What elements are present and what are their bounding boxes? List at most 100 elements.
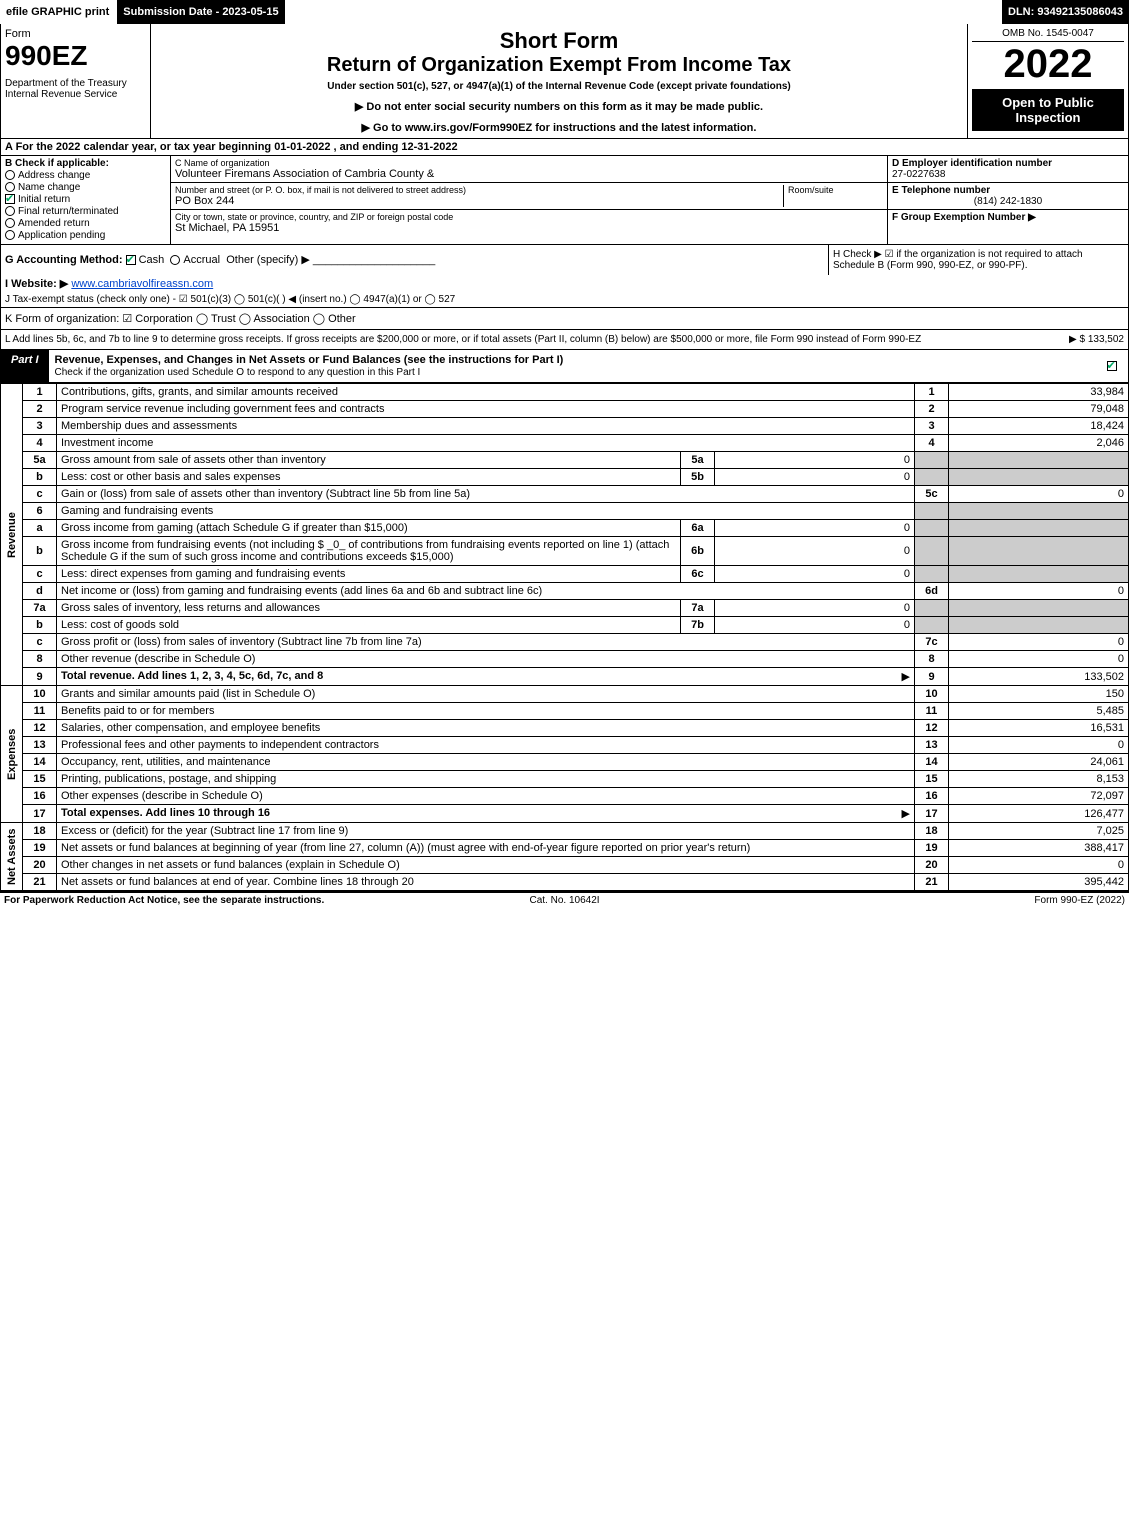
line-6-desc: Gaming and fundraising events [57, 503, 915, 520]
line-5a-val: 0 [715, 452, 915, 469]
line-17-amt: 126,477 [949, 805, 1129, 823]
form-header: Form 990EZ Department of the Treasury In… [0, 24, 1129, 139]
line-6a-val: 0 [715, 520, 915, 537]
c-addr-label: Number and street (or P. O. box, if mail… [175, 185, 783, 195]
chk-pending[interactable] [5, 230, 15, 240]
chk-name-change[interactable] [5, 182, 15, 192]
line-1-amt: 33,984 [949, 384, 1129, 401]
line-12-desc: Salaries, other compensation, and employ… [57, 720, 915, 737]
short-form-title: Short Form [155, 28, 963, 54]
part-i-header: Part I Revenue, Expenses, and Changes in… [0, 350, 1129, 383]
line-13-amt: 0 [949, 737, 1129, 754]
c-city-label: City or town, state or province, country… [175, 212, 883, 222]
line-1-desc: Contributions, gifts, grants, and simila… [57, 384, 915, 401]
line-7c-amt: 0 [949, 634, 1129, 651]
org-name: Volunteer Firemans Association of Cambri… [175, 168, 883, 180]
line-21-amt: 395,442 [949, 874, 1129, 891]
line-7c-desc: Gross profit or (loss) from sales of inv… [57, 634, 915, 651]
line-9-amt: 133,502 [949, 668, 1129, 686]
top-bar: efile GRAPHIC print Submission Date - 20… [0, 0, 1129, 24]
warning-ssn: ▶ Do not enter social security numbers o… [155, 100, 963, 113]
line-12-amt: 16,531 [949, 720, 1129, 737]
line-14-desc: Occupancy, rent, utilities, and maintena… [57, 754, 915, 771]
line-4-desc: Investment income [57, 435, 915, 452]
i-label: I Website: ▶ [5, 278, 68, 290]
line-6c-desc: Less: direct expenses from gaming and fu… [57, 566, 681, 583]
row-j: J Tax-exempt status (check only one) - ☑… [0, 292, 1129, 308]
line-15-desc: Printing, publications, postage, and shi… [57, 771, 915, 788]
line-18-amt: 7,025 [949, 823, 1129, 840]
revenue-sidelabel: Revenue [1, 384, 23, 686]
line-6b-desc: Gross income from fundraising events (no… [57, 537, 681, 566]
page-footer: For Paperwork Reduction Act Notice, see … [0, 891, 1129, 908]
warning-link[interactable]: ▶ Go to www.irs.gov/Form990EZ for instru… [155, 121, 963, 134]
section-b: B Check if applicable: Address change Na… [1, 156, 171, 244]
netassets-sidelabel: Net Assets [1, 823, 23, 891]
line-6c-val: 0 [715, 566, 915, 583]
line-7a-val: 0 [715, 600, 915, 617]
f-label: F Group Exemption Number ▶ [892, 212, 1036, 223]
lines-table: Revenue 1 Contributions, gifts, grants, … [0, 383, 1129, 891]
line-6d-amt: 0 [949, 583, 1129, 600]
row-gh: G Accounting Method: Cash Accrual Other … [0, 244, 1129, 275]
form-label: Form [5, 28, 146, 40]
row-i: I Website: ▶ www.cambriavolfireassn.com [0, 275, 1129, 292]
l-amount: ▶ $ 133,502 [1069, 334, 1124, 345]
h-text: H Check ▶ ☑ if the organization is not r… [828, 245, 1128, 275]
block-bcdef: B Check if applicable: Address change Na… [0, 156, 1129, 244]
line-16-desc: Other expenses (describe in Schedule O) [57, 788, 915, 805]
line-10-desc: Grants and similar amounts paid (list in… [57, 686, 915, 703]
section-c: C Name of organization Volunteer Fireman… [171, 156, 888, 244]
chk-final-return[interactable] [5, 206, 15, 216]
line-17-desc: Total expenses. Add lines 10 through 16 … [57, 805, 915, 823]
dln: DLN: 93492135086043 [1002, 0, 1129, 24]
line-5a-desc: Gross amount from sale of assets other t… [57, 452, 681, 469]
line-11-desc: Benefits paid to or for members [57, 703, 915, 720]
return-title: Return of Organization Exempt From Incom… [155, 54, 963, 77]
subtitle: Under section 501(c), 527, or 4947(a)(1)… [155, 81, 963, 92]
g-label: G Accounting Method: [5, 254, 123, 266]
line-16-amt: 72,097 [949, 788, 1129, 805]
chk-initial-return[interactable] [5, 194, 15, 204]
department: Department of the Treasury Internal Reve… [5, 78, 146, 100]
row-k: K Form of organization: ☑ Corporation ◯ … [0, 308, 1129, 330]
line-19-amt: 388,417 [949, 840, 1129, 857]
line-2-desc: Program service revenue including govern… [57, 401, 915, 418]
e-label: E Telephone number [892, 185, 1124, 196]
efile-label[interactable]: efile GRAPHIC print [0, 0, 117, 24]
line-7b-val: 0 [715, 617, 915, 634]
line-3-amt: 18,424 [949, 418, 1129, 435]
org-address: PO Box 244 [175, 195, 783, 207]
part-i-tag: Part I [1, 350, 49, 382]
chk-address-change[interactable] [5, 170, 15, 180]
footer-center: Cat. No. 10642I [378, 895, 752, 906]
chk-schedule-o[interactable] [1107, 361, 1117, 371]
line-4-amt: 2,046 [949, 435, 1129, 452]
line-11-amt: 5,485 [949, 703, 1129, 720]
footer-right: Form 990-EZ (2022) [751, 895, 1125, 906]
public-inspection-badge: Open to Public Inspection [972, 89, 1124, 131]
line-14-amt: 24,061 [949, 754, 1129, 771]
line-7b-desc: Less: cost of goods sold [57, 617, 681, 634]
expenses-sidelabel: Expenses [1, 686, 23, 823]
line-8-amt: 0 [949, 651, 1129, 668]
c-name-label: C Name of organization [175, 158, 883, 168]
chk-cash[interactable] [126, 255, 136, 265]
line-5c-amt: 0 [949, 486, 1129, 503]
line-15-amt: 8,153 [949, 771, 1129, 788]
ein: 27-0227638 [892, 169, 1124, 180]
website-link[interactable]: www.cambriavolfireassn.com [71, 278, 213, 290]
room-suite-label: Room/suite [783, 185, 883, 207]
line-13-desc: Professional fees and other payments to … [57, 737, 915, 754]
line-20-amt: 0 [949, 857, 1129, 874]
d-label: D Employer identification number [892, 158, 1124, 169]
submission-date: Submission Date - 2023-05-15 [117, 0, 286, 24]
line-6a-desc: Gross income from gaming (attach Schedul… [57, 520, 681, 537]
chk-accrual[interactable] [170, 255, 180, 265]
line-7a-desc: Gross sales of inventory, less returns a… [57, 600, 681, 617]
spacer [287, 0, 1002, 24]
line-10-amt: 150 [949, 686, 1129, 703]
chk-amended[interactable] [5, 218, 15, 228]
tax-year: 2022 [972, 42, 1124, 87]
line-9-desc: Total revenue. Add lines 1, 2, 3, 4, 5c,… [57, 668, 915, 686]
